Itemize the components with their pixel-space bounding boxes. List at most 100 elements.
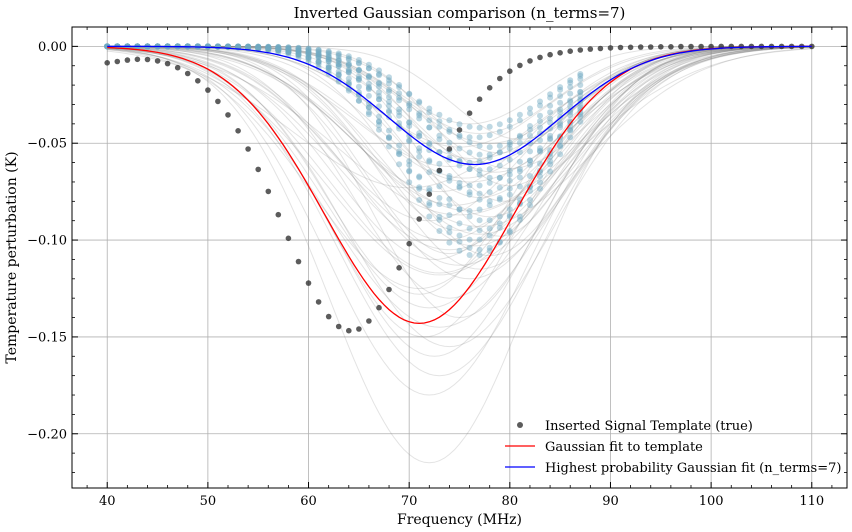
posterior-dot — [416, 115, 423, 122]
posterior-dot — [446, 174, 453, 181]
posterior-dot — [406, 102, 413, 109]
posterior-dot — [456, 132, 463, 139]
posterior-dot — [386, 107, 392, 114]
posterior-dot — [537, 145, 543, 152]
posterior-dot — [516, 216, 523, 223]
posterior-dot — [355, 77, 362, 84]
posterior-dot — [295, 45, 302, 51]
posterior-dot — [557, 122, 564, 128]
posterior-dot — [265, 44, 272, 51]
template-point — [154, 58, 161, 64]
posterior-dot — [537, 102, 543, 109]
posterior-dot — [537, 147, 543, 154]
template-point — [466, 110, 473, 116]
posterior-dot — [285, 46, 292, 53]
posterior-dot — [235, 43, 242, 50]
posterior-dot — [345, 66, 352, 73]
posterior-dot — [496, 195, 503, 201]
template-point — [104, 60, 110, 66]
posterior-dot — [255, 44, 262, 51]
posterior-dot — [466, 166, 473, 172]
posterior-dot — [527, 132, 533, 139]
posterior-dot — [365, 74, 372, 81]
posterior-dot — [537, 98, 543, 105]
posterior-dot — [325, 58, 332, 65]
posterior-dot — [476, 182, 483, 189]
posterior-dot — [506, 177, 513, 184]
posterior-dot — [506, 228, 513, 234]
posterior-dot — [567, 127, 574, 134]
posterior-dot — [456, 162, 463, 169]
posterior-dot — [496, 220, 503, 227]
posterior-dot — [255, 44, 262, 51]
posterior-dot — [285, 47, 292, 54]
posterior-dot — [335, 61, 342, 68]
template-point — [627, 44, 634, 51]
posterior-dot — [466, 134, 473, 141]
posterior-dot — [285, 46, 292, 53]
posterior-dot — [496, 128, 503, 135]
posterior-dot — [567, 134, 574, 141]
posterior-dot — [506, 185, 513, 192]
posterior-dot — [245, 43, 252, 50]
posterior-sample-line — [107, 45, 812, 160]
posterior-dot — [365, 111, 372, 118]
posterior-dot — [245, 43, 252, 50]
posterior-dot — [355, 57, 362, 63]
posterior-dot — [335, 71, 342, 78]
posterior-dot — [325, 62, 332, 69]
posterior-dot — [476, 124, 483, 131]
posterior-dot — [335, 68, 342, 75]
template-point — [275, 211, 282, 218]
posterior-dot — [496, 213, 503, 220]
template-point — [547, 51, 553, 58]
posterior-dot — [295, 46, 302, 53]
posterior-dot — [305, 49, 312, 55]
posterior-dot — [456, 121, 463, 128]
posterior-dot — [456, 206, 463, 213]
template-point — [446, 146, 453, 152]
posterior-dot — [416, 130, 423, 137]
posterior-dot — [446, 139, 453, 146]
posterior-dot — [255, 45, 262, 52]
posterior-dot — [396, 82, 403, 88]
posterior-sample-line — [107, 46, 812, 266]
template-point — [698, 43, 704, 50]
posterior-dot — [345, 62, 352, 69]
template-point — [587, 46, 594, 52]
posterior-dot — [355, 59, 362, 66]
posterior-dot — [476, 167, 483, 174]
posterior-dot — [466, 236, 473, 243]
posterior-dot — [345, 53, 352, 60]
posterior-dot — [406, 119, 413, 126]
posterior-dot — [315, 54, 322, 61]
posterior-dot — [255, 43, 262, 50]
posterior-dot — [436, 136, 443, 143]
posterior-dot — [406, 123, 413, 129]
posterior-dot — [466, 213, 473, 220]
posterior-dot — [486, 179, 493, 186]
template-point — [456, 127, 463, 133]
posterior-dot — [416, 132, 423, 139]
posterior-dot — [325, 52, 332, 59]
posterior-dot — [275, 47, 282, 54]
posterior-dot — [436, 216, 443, 223]
posterior-dot — [335, 57, 342, 64]
template-point — [637, 44, 644, 50]
posterior-dot — [345, 67, 352, 74]
posterior-dot — [365, 65, 372, 72]
template-point — [597, 45, 604, 52]
posterior-dot — [436, 132, 443, 139]
x-tick-label: 100 — [699, 494, 724, 509]
posterior-dot — [426, 105, 433, 112]
x-tick-label: 90 — [602, 494, 619, 509]
posterior-dot — [335, 63, 342, 70]
posterior-dot — [305, 51, 312, 58]
template-point — [617, 44, 624, 51]
posterior-dot — [466, 149, 473, 156]
posterior-dot — [275, 46, 282, 52]
posterior-dot — [386, 143, 392, 150]
posterior-dot — [446, 239, 453, 246]
posterior-dot — [416, 99, 423, 106]
template-point — [114, 58, 121, 65]
